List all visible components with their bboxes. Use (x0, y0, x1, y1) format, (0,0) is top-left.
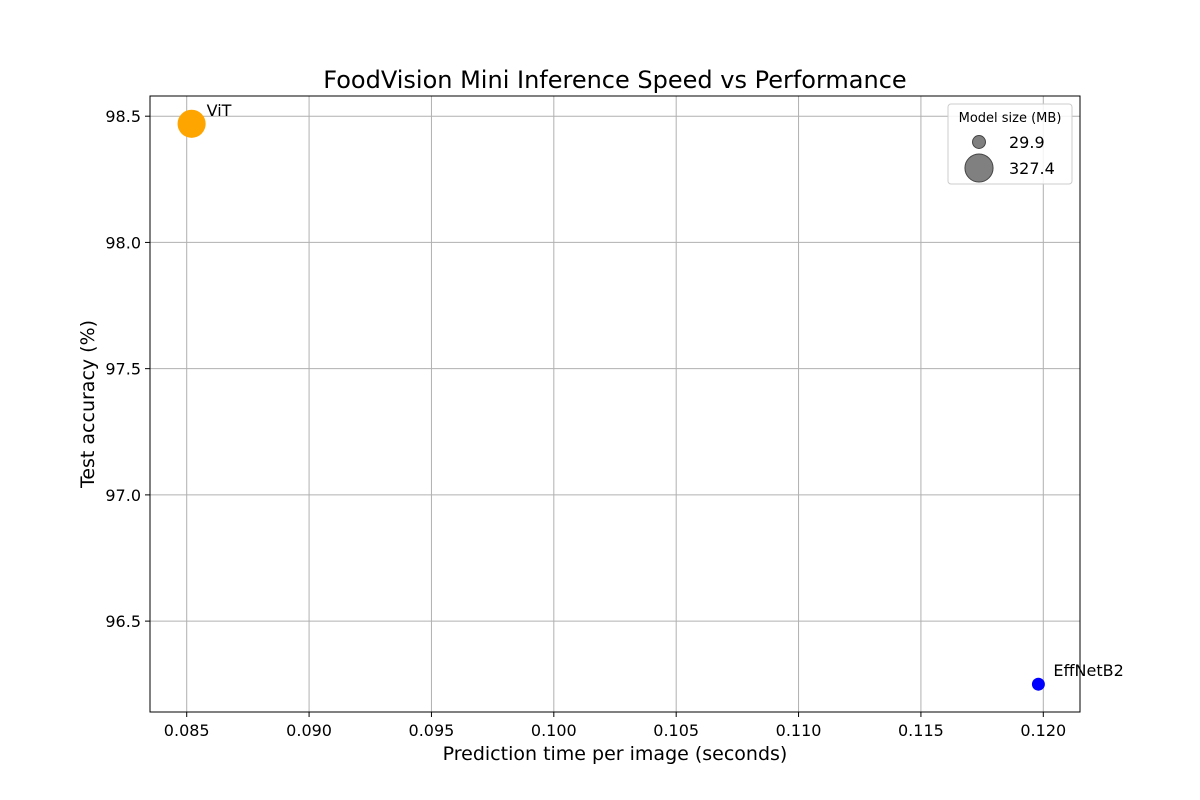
y-axis-title: Test accuracy (%) (77, 320, 99, 489)
x-tick-label: 0.085 (164, 721, 210, 740)
data-point-label: ViT (207, 101, 232, 120)
y-tick-label: 98.0 (105, 233, 141, 252)
legend: Model size (MB) 29.9 327.4 (947, 103, 1073, 185)
x-tick-label: 0.095 (409, 721, 455, 740)
y-tick-label: 97.0 (105, 486, 141, 505)
y-tick-label: 96.5 (105, 612, 141, 631)
x-tick-label: 0.110 (776, 721, 822, 740)
axis-ticks: 0.085 0.090 0.095 0.100 0.105 0.110 0.115 0.120… (105, 107, 1066, 740)
data-point-vit (177, 109, 206, 138)
x-tick-label: 0.115 (898, 721, 944, 740)
legend-entry-label: 327.4 (1009, 159, 1055, 178)
x-tick-label: 0.090 (286, 721, 332, 740)
grid (150, 96, 1080, 712)
chart-title: FoodVision Mini Inference Speed vs Perfo… (323, 66, 906, 94)
x-tick-label: 0.120 (1020, 721, 1066, 740)
plot-area-frame (149, 95, 1081, 713)
data-point-effnetb2 (1031, 677, 1045, 691)
x-tick-label: 0.105 (653, 721, 699, 740)
y-tick-label: 98.5 (105, 107, 141, 126)
y-tick-label: 97.5 (105, 360, 141, 379)
legend-title: Model size (MB) (959, 111, 1062, 126)
legend-entries: 29.9 327.4 (964, 133, 1055, 183)
legend-entry-label: 29.9 (1009, 133, 1045, 152)
legend-size-marker (964, 153, 994, 183)
legend-size-marker (972, 135, 986, 149)
data-point-label: EffNetB2 (1053, 661, 1123, 680)
x-axis-title: Prediction time per image (seconds) (443, 743, 788, 765)
data-points: ViT EffNetB2 (177, 101, 1124, 691)
x-tick-label: 0.100 (531, 721, 577, 740)
